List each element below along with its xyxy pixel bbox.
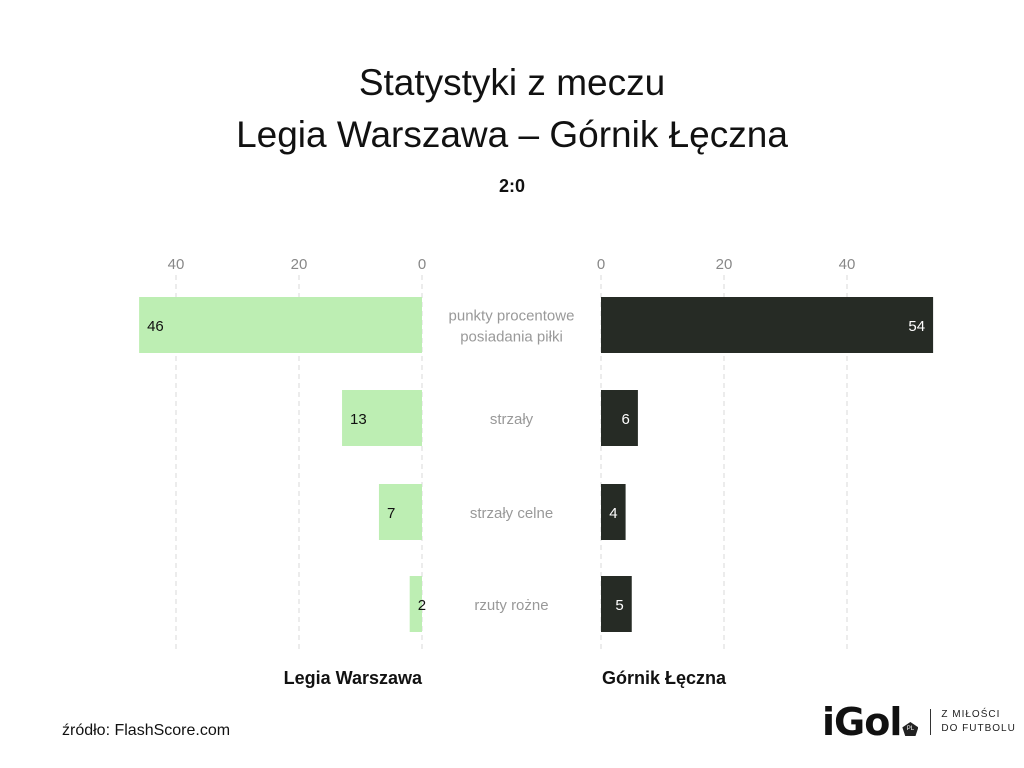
logo-badge: PL bbox=[902, 722, 919, 736]
logo-brand: iGol bbox=[822, 700, 902, 744]
category-label: punkty procentowe bbox=[449, 308, 575, 325]
bar-right bbox=[601, 484, 626, 540]
data-label-right: 5 bbox=[615, 597, 623, 614]
tick-label-right: 20 bbox=[716, 256, 733, 273]
tick-label-left: 0 bbox=[418, 256, 426, 273]
data-label-right: 6 bbox=[622, 411, 630, 428]
team-label-left: Legia Warszawa bbox=[283, 668, 422, 688]
bar-left bbox=[409, 576, 422, 632]
logo-tagline-2: DO FUTBOLU bbox=[941, 723, 1016, 734]
category-label: rzuty rożne bbox=[474, 597, 548, 614]
logo-divider bbox=[930, 709, 932, 735]
category-label: posiadania piłki bbox=[460, 329, 563, 346]
tick-label-right: 40 bbox=[839, 256, 856, 273]
match-score: 2:0 bbox=[498, 176, 525, 196]
data-label-right: 54 bbox=[908, 318, 925, 335]
bar-right bbox=[601, 576, 632, 632]
category-label: strzały bbox=[490, 411, 534, 428]
bar-left bbox=[139, 297, 422, 353]
bar-right bbox=[601, 297, 934, 353]
chart-subtitle: Legia Warszawa – Górnik Łęczna bbox=[236, 114, 788, 155]
data-label-left: 13 bbox=[350, 411, 367, 428]
logo-tagline-1: Z MIŁOŚCI bbox=[941, 709, 1001, 720]
tick-label-right: 0 bbox=[597, 256, 605, 273]
data-label-left: 2 bbox=[418, 597, 426, 614]
bar-left bbox=[342, 390, 422, 446]
bar-left bbox=[378, 484, 422, 540]
tick-label-left: 40 bbox=[168, 256, 185, 273]
category-label: strzały celne bbox=[470, 505, 553, 522]
data-label-left: 7 bbox=[387, 505, 395, 522]
tick-label-left: 20 bbox=[291, 256, 308, 273]
bar-right bbox=[601, 390, 638, 446]
source-note: źródło: FlashScore.com bbox=[62, 722, 231, 739]
igol-logo: iGol PL Z MIŁOŚCI DO FUTBOLU bbox=[822, 700, 1016, 744]
data-label-right: 4 bbox=[609, 505, 617, 522]
logo-tagline: Z MIŁOŚCI DO FUTBOLU bbox=[941, 708, 1015, 736]
data-label-left: 46 bbox=[147, 318, 164, 335]
team-label-right: Górnik Łęczna bbox=[602, 668, 727, 688]
chart-title: Statystyki z meczu bbox=[358, 62, 666, 103]
